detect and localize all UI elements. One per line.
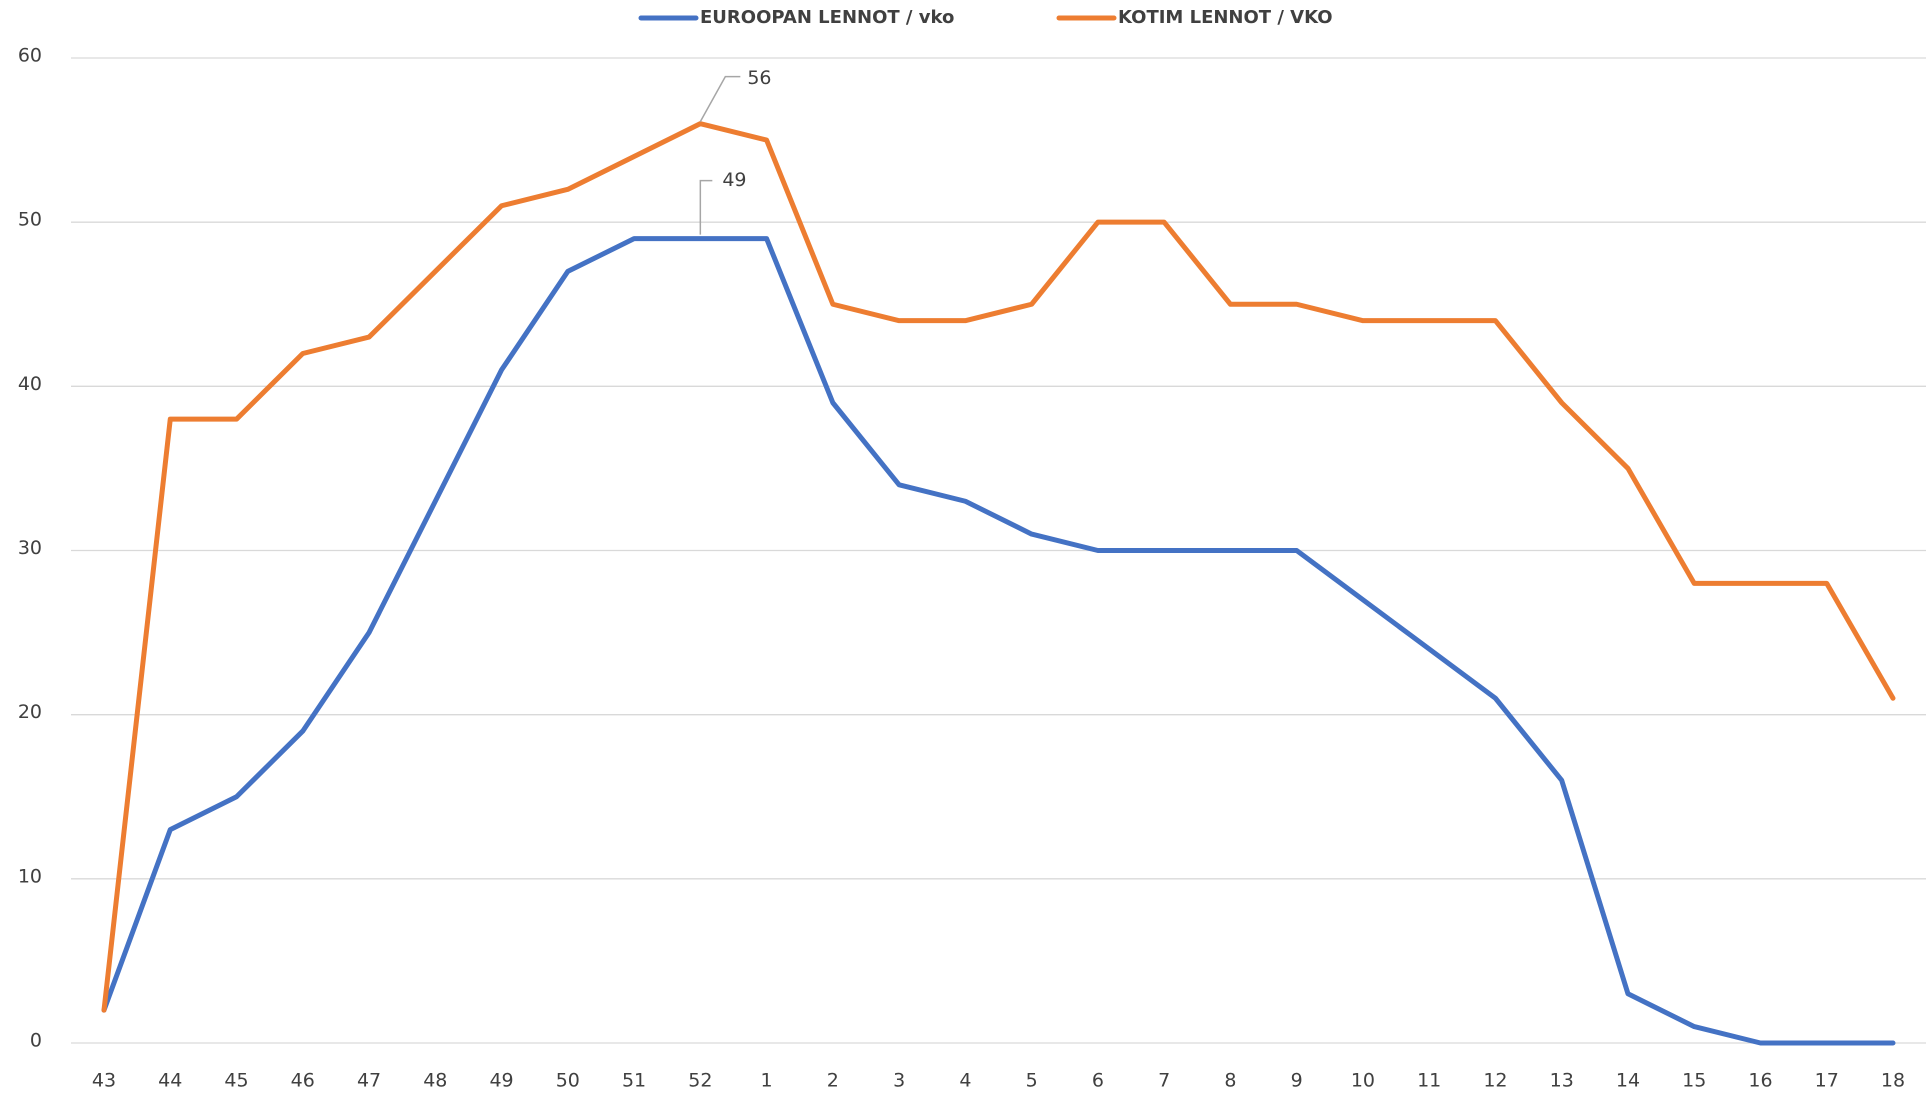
x-tick-label: 1 xyxy=(761,1070,773,1092)
x-tick-label: 50 xyxy=(556,1070,580,1092)
legend-text: KOTIM LENNOT / VKO xyxy=(1118,7,1333,28)
x-tick-label: 4 xyxy=(959,1070,971,1092)
x-tick-label: 3 xyxy=(893,1070,905,1092)
x-tick-label: 52 xyxy=(688,1070,712,1092)
series-line xyxy=(101,121,1896,1013)
y-tick-label: 20 xyxy=(18,701,42,723)
x-tick-label: 11 xyxy=(1417,1070,1441,1092)
y-tick-label: 0 xyxy=(30,1030,42,1052)
x-tick-label: 5 xyxy=(1026,1070,1038,1092)
x-tick-label: 8 xyxy=(1224,1070,1236,1092)
x-tick-label: 44 xyxy=(158,1070,182,1092)
x-tick-label: 16 xyxy=(1748,1070,1772,1092)
x-tick-label: 12 xyxy=(1483,1070,1507,1092)
x-tick-label: 46 xyxy=(291,1070,315,1092)
x-tick-label: 48 xyxy=(423,1070,447,1092)
y-tick-label: 60 xyxy=(18,45,42,67)
y-tick-label: 10 xyxy=(18,865,42,887)
x-tick-label: 18 xyxy=(1881,1070,1905,1092)
x-tick-label: 7 xyxy=(1158,1070,1170,1092)
y-tick-label: 40 xyxy=(18,373,42,395)
y-tick-label: 30 xyxy=(18,537,42,559)
x-tick-label: 17 xyxy=(1815,1070,1839,1092)
x-tick-label: 13 xyxy=(1550,1070,1574,1092)
data-label: 56 xyxy=(747,67,771,89)
x-tick-label: 47 xyxy=(357,1070,381,1092)
x-tick-label: 14 xyxy=(1616,1070,1640,1092)
x-tick-label: 9 xyxy=(1291,1070,1303,1092)
series-line xyxy=(101,236,1896,1046)
x-tick-label: 43 xyxy=(92,1070,116,1092)
x-tick-label: 45 xyxy=(224,1070,248,1092)
x-tick-label: 2 xyxy=(827,1070,839,1092)
x-tick-label: 15 xyxy=(1682,1070,1706,1092)
x-tick-label: 51 xyxy=(622,1070,646,1092)
x-tick-label: 49 xyxy=(489,1070,513,1092)
data-label: 49 xyxy=(722,169,746,191)
x-tick-label: 10 xyxy=(1351,1070,1375,1092)
leader-line xyxy=(699,75,741,123)
y-tick-label: 50 xyxy=(18,209,42,231)
x-tick-label: 6 xyxy=(1092,1070,1104,1092)
leader-line xyxy=(699,179,713,235)
legend-text: EUROOPAN LENNOT / vko xyxy=(700,7,954,28)
